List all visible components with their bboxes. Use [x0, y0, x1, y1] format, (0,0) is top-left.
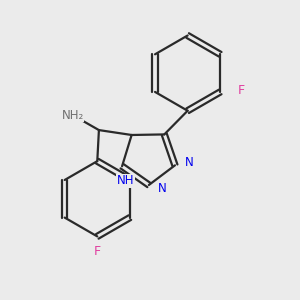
Text: NH₂: NH₂ — [61, 109, 84, 122]
Text: F: F — [238, 84, 245, 97]
Text: N: N — [158, 182, 166, 195]
Text: N: N — [185, 156, 194, 169]
Text: NH: NH — [117, 175, 134, 188]
Text: F: F — [94, 244, 101, 258]
